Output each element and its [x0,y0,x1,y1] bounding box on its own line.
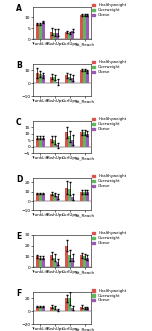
Bar [56,310,59,311]
Bar [86,71,89,83]
Bar [71,197,74,201]
Bar [56,82,59,83]
Text: B: B [16,61,22,70]
Bar [71,308,74,311]
Bar [36,138,39,147]
Bar [54,195,56,201]
Bar [68,256,71,267]
Text: E: E [16,232,21,241]
Bar [42,194,45,201]
Bar [80,15,83,39]
Bar [65,75,68,83]
Bar [86,258,89,267]
Bar [65,188,68,201]
Bar [80,70,83,83]
Bar [54,77,56,83]
Bar [83,15,86,39]
Text: F: F [16,289,21,298]
Legend: Healthyweight, Overweight, Obese: Healthyweight, Overweight, Obese [92,174,126,188]
Bar [83,257,86,267]
Bar [86,134,89,147]
Text: C: C [16,118,22,127]
Bar [39,24,42,39]
Bar [68,298,71,311]
Bar [39,194,42,201]
Bar [56,196,59,201]
Bar [50,256,54,267]
Text: D: D [16,175,22,184]
Bar [71,258,74,267]
Bar [65,31,68,39]
Bar [42,22,45,39]
Bar [83,70,86,83]
Bar [50,194,54,201]
Bar [56,33,59,39]
Bar [80,307,83,311]
Legend: Healthyweight, Overweight, Obese: Healthyweight, Overweight, Obese [92,3,126,17]
Bar [83,132,86,147]
Bar [80,132,83,147]
Bar [80,256,83,267]
Bar [36,73,39,83]
Bar [50,77,54,83]
Bar [42,138,45,147]
Bar [54,33,56,39]
Bar [42,307,45,311]
Bar [71,140,74,147]
Bar [80,192,83,201]
Bar [83,192,86,201]
Bar [42,75,45,83]
Legend: Healthyweight, Overweight, Obese: Healthyweight, Overweight, Obese [92,231,126,246]
Bar [54,140,56,147]
Bar [39,258,42,267]
Bar [83,308,86,311]
Bar [54,307,56,311]
Bar [86,308,89,311]
Bar [36,24,39,39]
Bar [50,307,54,311]
Legend: Healthyweight, Overweight, Obese: Healthyweight, Overweight, Obese [92,289,126,303]
Bar [68,33,71,39]
Bar [56,262,59,267]
Bar [65,298,68,311]
Bar [50,139,54,147]
Bar [71,30,74,39]
Bar [39,138,42,147]
Bar [68,189,71,201]
Bar [68,136,71,147]
Bar [56,145,59,147]
Bar [36,307,39,311]
Bar [54,258,56,267]
Bar [68,77,71,83]
Bar [36,194,39,201]
Bar [71,78,74,83]
Text: A: A [16,4,22,13]
Bar [39,74,42,83]
Legend: Healthyweight, Overweight, Obese: Healthyweight, Overweight, Obese [92,118,126,131]
Bar [65,246,68,267]
Bar [50,31,54,39]
Bar [39,307,42,311]
Bar [86,15,89,39]
Bar [86,192,89,201]
Legend: Healthyweight, Overweight, Obese: Healthyweight, Overweight, Obese [92,60,126,74]
Bar [65,132,68,147]
Bar [42,258,45,267]
Bar [36,257,39,267]
